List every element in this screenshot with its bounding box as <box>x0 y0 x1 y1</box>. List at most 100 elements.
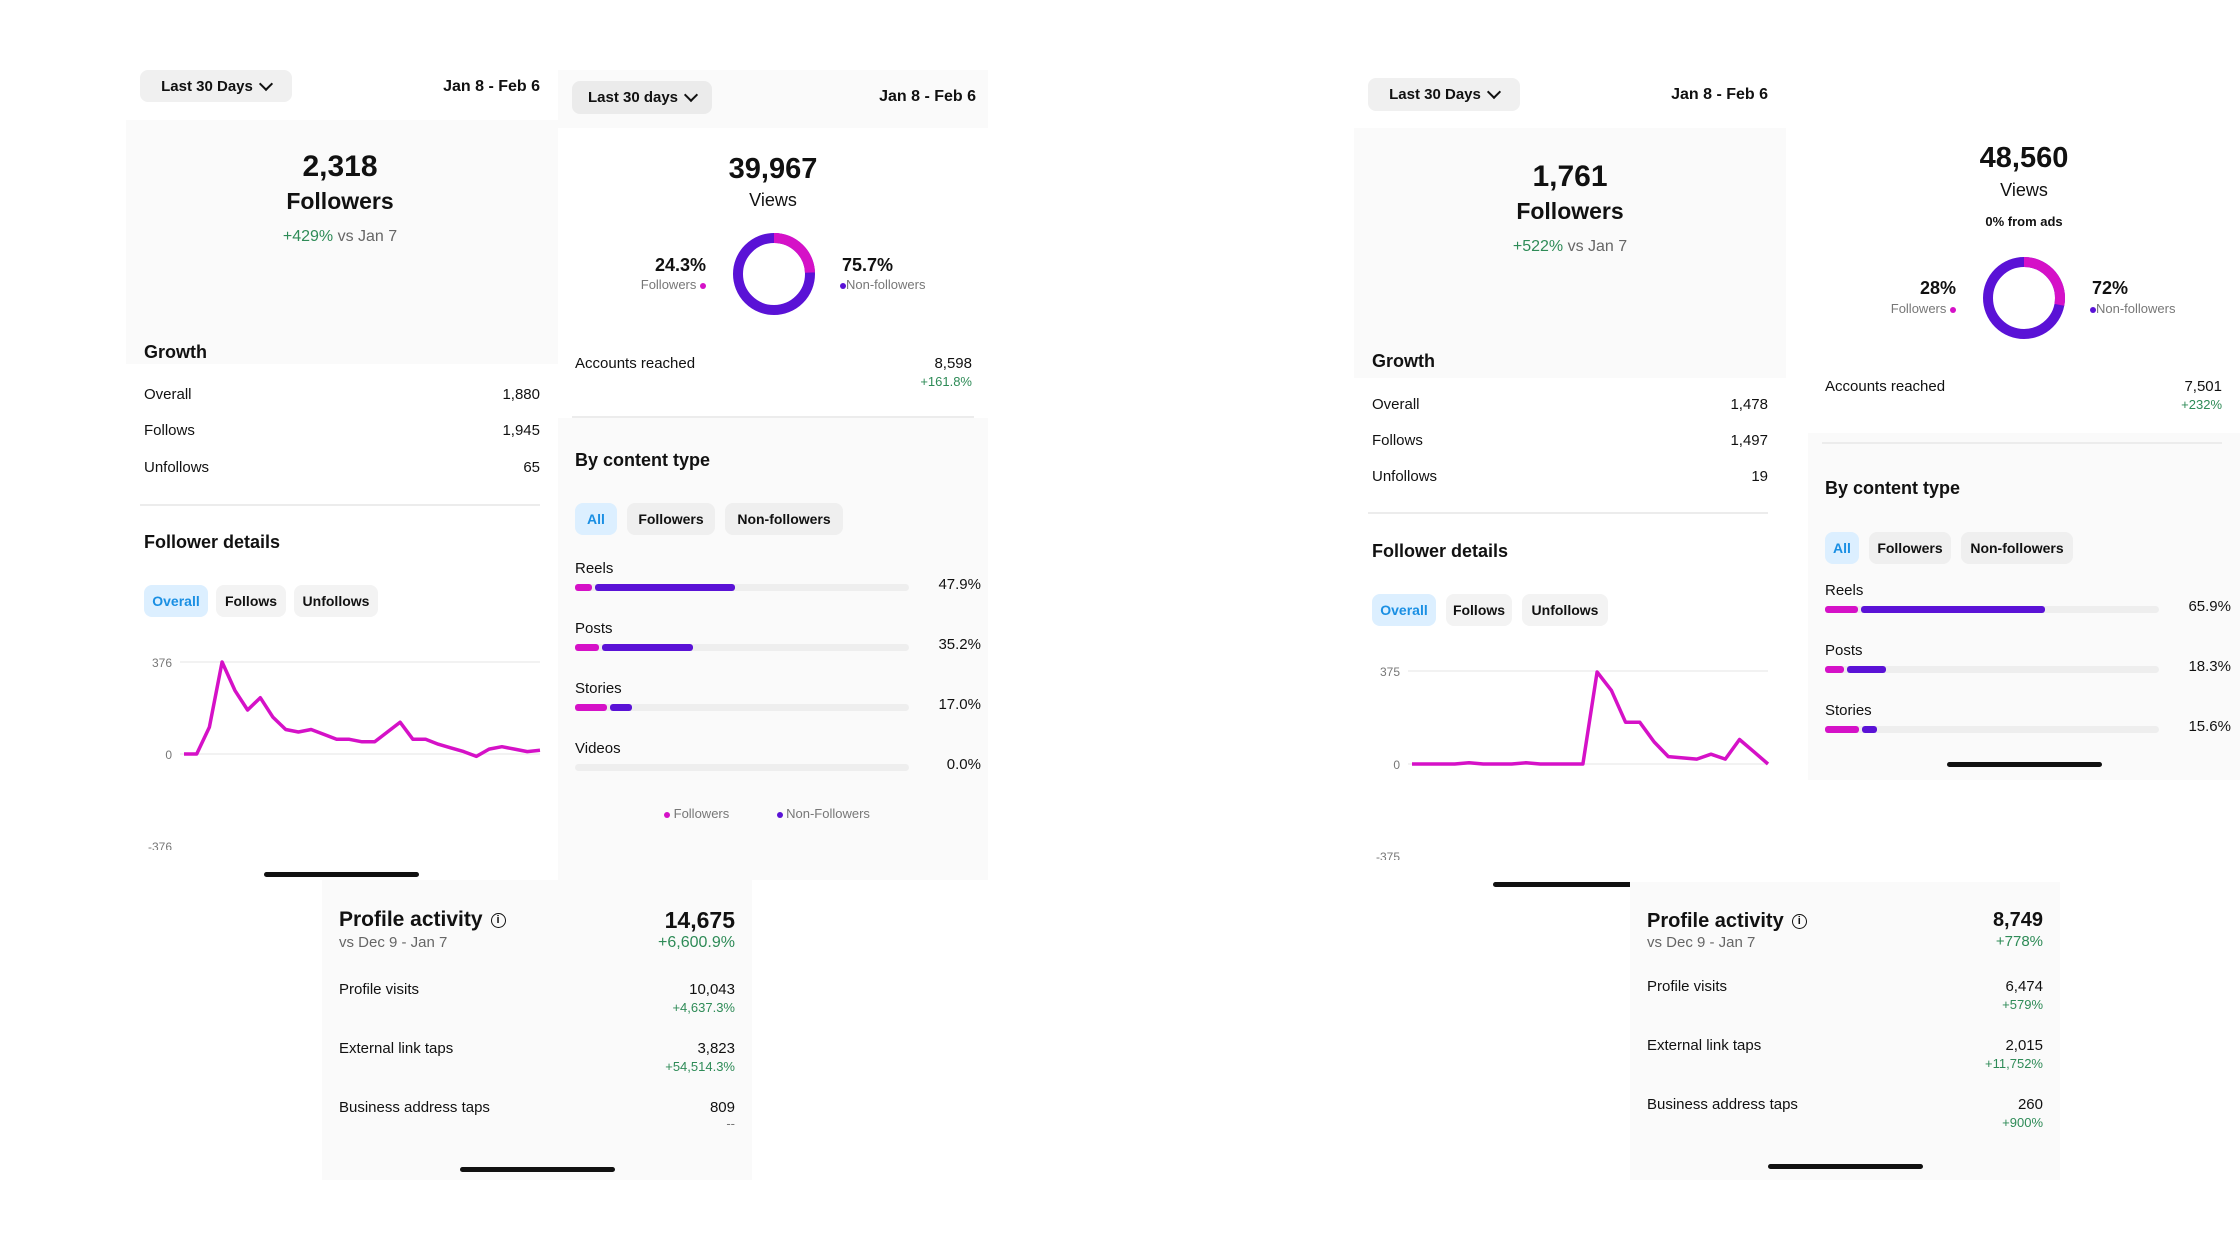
tab-unfollows[interactable]: Unfollows <box>294 585 378 617</box>
left-followers-panel <box>126 60 558 880</box>
activity-total: 8,749 <box>1992 909 2043 931</box>
info-icon[interactable]: i <box>1791 914 1807 930</box>
views-count: 39,967 <box>728 153 818 185</box>
followers-legend: Followers <box>1850 301 1956 316</box>
followers-change: +429% vs Jan 7 <box>240 228 440 246</box>
views-card <box>558 128 988 418</box>
content-bar-followers <box>1825 606 1859 613</box>
followers-summary-card <box>1354 128 1786 378</box>
content-pct: 18.3% <box>2188 658 2231 675</box>
date-span: Jan 8 - Feb 6 <box>443 78 540 95</box>
content-bar-non-followers <box>610 704 632 711</box>
divider <box>1368 512 1768 514</box>
reach-change: +232% <box>2181 397 2222 412</box>
content-bar-non-followers <box>595 584 735 591</box>
activity-row-label: Profile visits <box>339 981 420 998</box>
activity-row-value: 3,823 <box>697 1040 735 1057</box>
date-range-label: Last 30 Days <box>161 77 253 95</box>
filter-non-followers[interactable]: Non-followers <box>1961 532 2073 564</box>
views-card <box>1808 108 2240 433</box>
tab-overall[interactable]: Overall <box>1372 594 1436 626</box>
activity-row-value: 809 <box>709 1099 735 1116</box>
growth-unfollows-value: 19 <box>1751 468 1768 485</box>
growth-follows-value: 1,497 <box>1730 432 1768 449</box>
content-cutoff-mask <box>1808 738 2240 780</box>
y-tick-top: 375 <box>1380 665 1400 679</box>
views-label: Views <box>2000 180 2048 200</box>
activity-row-label: Business address taps <box>1647 1096 1798 1113</box>
activity-row-label: Business address taps <box>339 1099 490 1116</box>
activity-total-change: +778% <box>1995 933 2043 950</box>
followers-pct: 28% <box>1919 278 1956 298</box>
change-compare: vs Jan 7 <box>337 228 398 245</box>
content-pct: 47.9% <box>938 576 981 593</box>
content-bar-track <box>575 704 909 711</box>
y-tick-bottom: -375 <box>1376 850 1400 860</box>
divider <box>1822 442 2222 444</box>
tab-unfollows[interactable]: Unfollows <box>1522 594 1608 626</box>
change-pct: +429% <box>282 228 334 245</box>
filter-all[interactable]: All <box>1825 532 1859 564</box>
content-label: Videos <box>575 740 621 757</box>
donut-followers-arc <box>733 233 815 315</box>
views-date-range-dropdown[interactable]: Last 30 days <box>572 81 712 114</box>
activity-row-change: -- <box>726 1116 735 1131</box>
y-tick-top: 376 <box>152 656 172 670</box>
info-icon[interactable]: i <box>490 912 506 928</box>
growth-follows-label: Follows <box>144 422 195 439</box>
followers-change: +522% vs Jan 7 <box>1470 238 1670 256</box>
tab-overall[interactable]: Overall <box>144 585 208 617</box>
activity-title-text: Profile activity <box>339 908 483 931</box>
content-pct: 65.9% <box>2188 598 2231 615</box>
content-bar-non-followers <box>1862 726 1878 733</box>
content-pct: 0.0% <box>946 756 981 773</box>
growth-unfollows-label: Unfollows <box>144 459 210 476</box>
chevron-down-icon <box>258 76 273 91</box>
date-range-label: Last 30 Days <box>1389 86 1481 103</box>
activity-compare: vs Dec 9 - Jan 7 <box>339 934 448 951</box>
follower-series-line <box>184 660 541 759</box>
content-label: Reels <box>575 560 614 577</box>
home-indicator <box>1768 1164 1923 1169</box>
filter-non-followers[interactable]: Non-followers <box>725 503 843 535</box>
views-date-range-label: Last 30 days <box>587 89 679 106</box>
activity-row-value: 10,043 <box>689 981 735 998</box>
reach-value: 8,598 <box>934 355 972 372</box>
tab-follows[interactable]: Follows <box>1446 594 1512 626</box>
filter-all[interactable]: All <box>575 503 617 535</box>
activity-row-value: 260 <box>2017 1096 2043 1113</box>
growth-overall-label: Overall <box>144 386 192 403</box>
activity-row-change: +579% <box>2002 997 2043 1012</box>
activity-total-change: +6,600.9% <box>658 934 735 951</box>
growth-overall-value: 1,880 <box>502 386 540 403</box>
date-span: Jan 8 - Feb 6 <box>1671 86 1768 103</box>
left-activity-panel <box>322 880 752 1180</box>
y-tick-zero: 0 <box>165 748 172 762</box>
growth-overall-value: 1,478 <box>1730 396 1768 413</box>
ads-note: 0% from ads <box>1985 214 2063 229</box>
followers-count: 2,318 <box>302 150 378 183</box>
activity-total: 14,675 <box>664 907 735 933</box>
filter-followers[interactable]: Followers <box>1869 532 1951 564</box>
reach-label: Accounts reached <box>575 355 696 372</box>
content-type-title: By content type <box>1825 478 1961 498</box>
date-range-dropdown[interactable]: Last 30 Days <box>1368 78 1520 111</box>
filter-followers[interactable]: Followers <box>627 503 715 535</box>
content-bar-followers <box>575 584 593 591</box>
reach-label: Accounts reached <box>1825 378 1946 395</box>
follower-line-chart: 376 0 -376 <box>148 656 541 850</box>
content-bar-track <box>1825 726 2159 733</box>
content-label: Reels <box>1825 582 1864 599</box>
views-date-span: Jan 8 - Feb 6 <box>879 88 976 105</box>
followers-pct: 24.3% <box>654 255 706 275</box>
content-bar-non-followers <box>1847 666 1887 673</box>
content-bar-track <box>1825 666 2159 673</box>
non-followers-dot <box>840 282 846 289</box>
followers-label: Followers <box>1516 198 1624 224</box>
home-indicator <box>460 1167 615 1172</box>
activity-title-text: Profile activity <box>1647 910 1784 932</box>
date-range-dropdown[interactable]: Last 30 Days <box>140 70 292 102</box>
tab-follows[interactable]: Follows <box>216 585 286 617</box>
home-indicator <box>264 872 419 877</box>
change-compare: vs Jan 7 <box>1567 238 1628 255</box>
